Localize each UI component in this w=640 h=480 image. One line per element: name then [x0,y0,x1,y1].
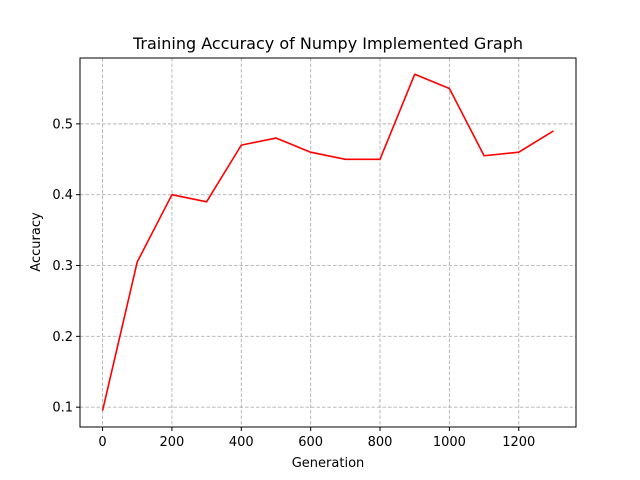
accuracy-series-line [101,73,554,411]
chart-title: Training Accuracy of Numpy Implemented G… [132,34,523,53]
grid-layer [80,58,576,427]
y-axis-label: Accuracy [29,212,44,272]
x-axis-label: Generation [292,456,365,471]
x-tick-label: 800 [368,435,393,450]
series-layer [101,73,554,411]
x-tick-label: 400 [229,435,254,450]
y-tick-label: 0.2 [52,330,73,345]
x-tick-label: 200 [160,435,185,450]
x-tick-label: 0 [98,435,106,450]
x-tick-label: 1200 [502,435,535,450]
x-tick-label: 600 [298,435,323,450]
plot-frame [79,57,577,428]
ticks-layer: 0 200 400 600 800 1000 1200 0.1 0.2 0.3 0.4 0.5 [52,117,535,450]
y-tick-label: 0.4 [52,188,73,203]
x-tick-label: 1000 [433,435,466,450]
y-tick-label: 0.5 [52,117,73,132]
y-tick-label: 0.1 [52,401,73,416]
y-tick-label: 0.3 [52,259,73,274]
